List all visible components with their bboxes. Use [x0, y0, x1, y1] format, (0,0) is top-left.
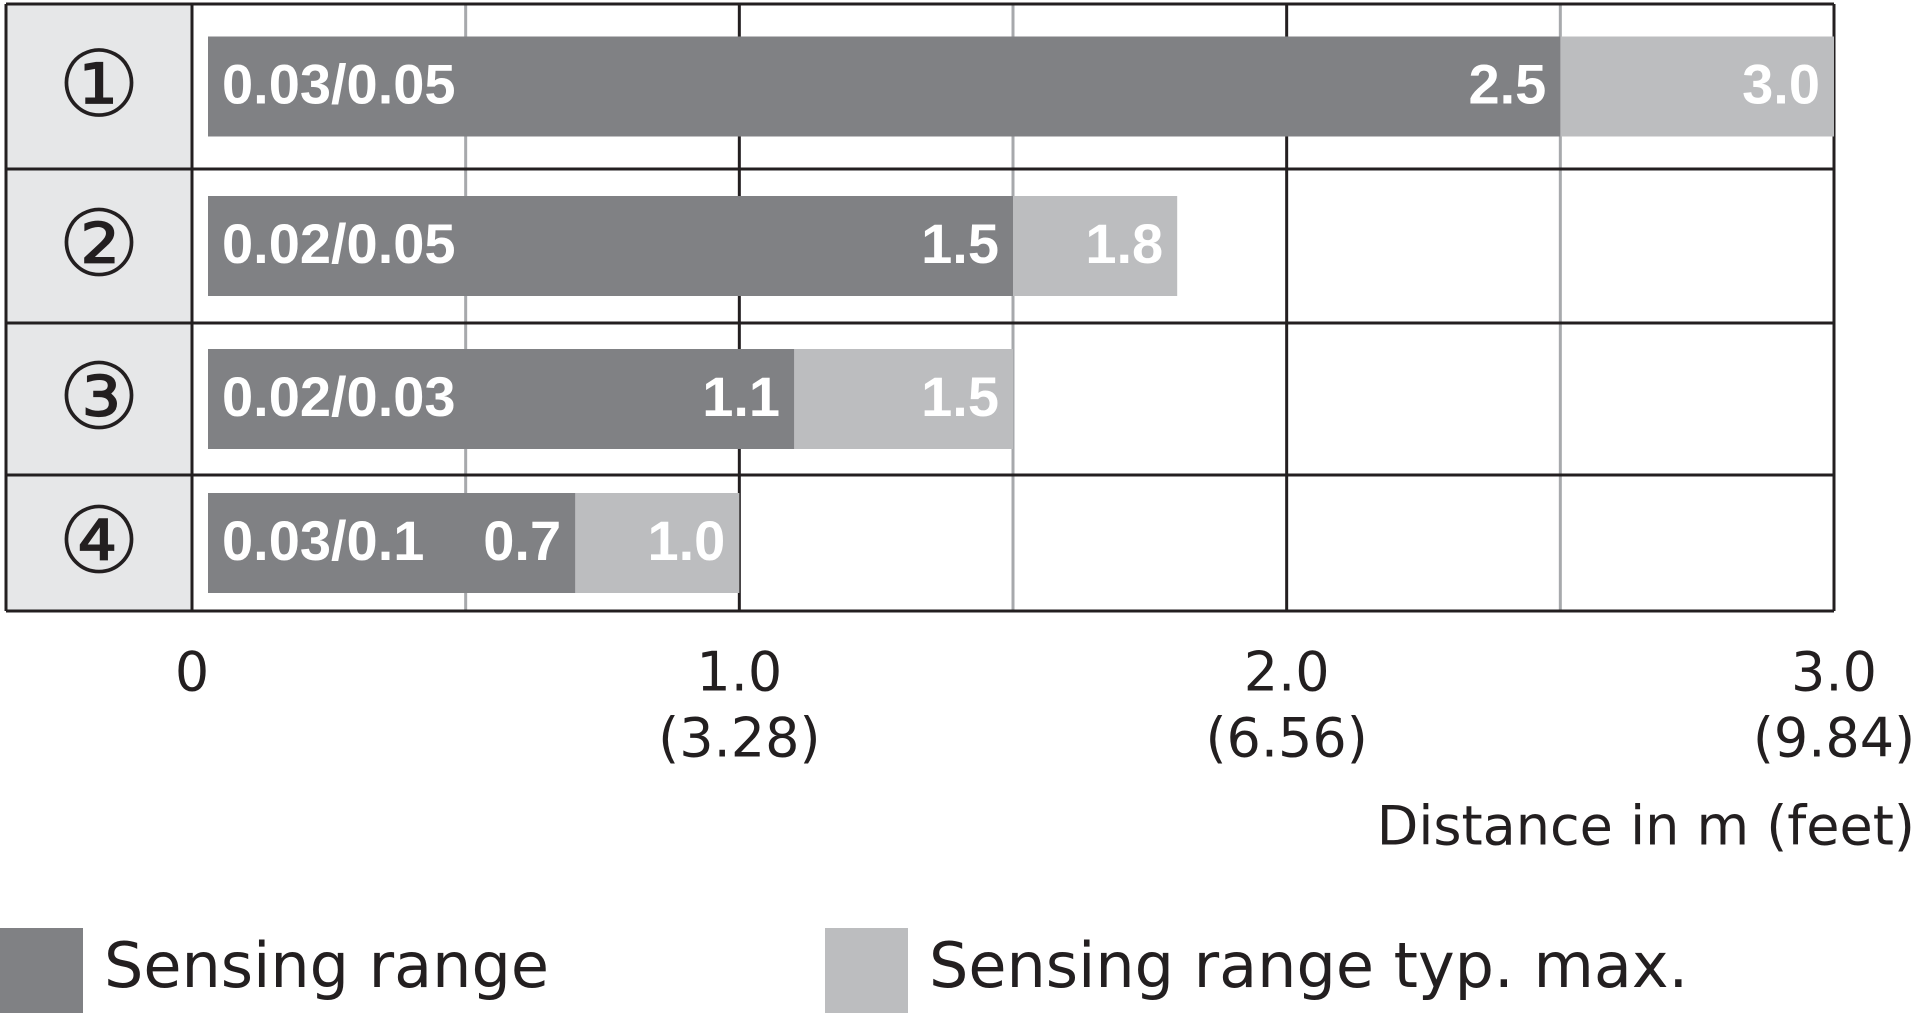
row-label: ①	[58, 31, 140, 138]
value-label: 3.0	[1742, 52, 1820, 115]
x-tick-sublabel: (6.56)	[1205, 707, 1367, 770]
row-label: ④	[58, 487, 140, 594]
min-label: 0.02/0.05	[222, 212, 456, 275]
bar-range	[208, 196, 1013, 296]
x-tick-label: 0	[175, 641, 209, 704]
value-label: 1.8	[1085, 212, 1163, 275]
label-column	[6, 4, 192, 611]
legend-label: Sensing range	[104, 929, 549, 1002]
legend-swatch	[0, 928, 83, 1013]
x-tick-sublabel: (9.84)	[1753, 707, 1915, 770]
x-tick-sublabel: (3.28)	[658, 707, 820, 770]
value-label: 0.7	[483, 509, 561, 572]
bar-range	[208, 349, 795, 449]
value-label: 1.5	[921, 365, 999, 428]
x-tick-label: 1.0	[696, 641, 782, 704]
value-label: 1.5	[921, 212, 999, 275]
row-label: ③	[58, 343, 140, 450]
value-label: 2.5	[1468, 52, 1546, 115]
row-label: ②	[58, 190, 140, 297]
value-label: 1.1	[702, 365, 780, 428]
x-axis-label: Distance in m (feet)	[1377, 795, 1915, 858]
legend-label: Sensing range typ. max.	[929, 929, 1688, 1002]
legend-swatch	[825, 928, 908, 1013]
x-tick-label: 3.0	[1791, 641, 1877, 704]
x-tick-label: 2.0	[1244, 641, 1330, 704]
bar-range	[208, 36, 1561, 137]
min-label: 0.03/0.1	[222, 509, 424, 572]
value-label: 1.0	[647, 509, 725, 572]
bar-range	[208, 493, 576, 593]
min-label: 0.03/0.05	[222, 52, 456, 115]
min-label: 0.02/0.03	[222, 365, 456, 428]
